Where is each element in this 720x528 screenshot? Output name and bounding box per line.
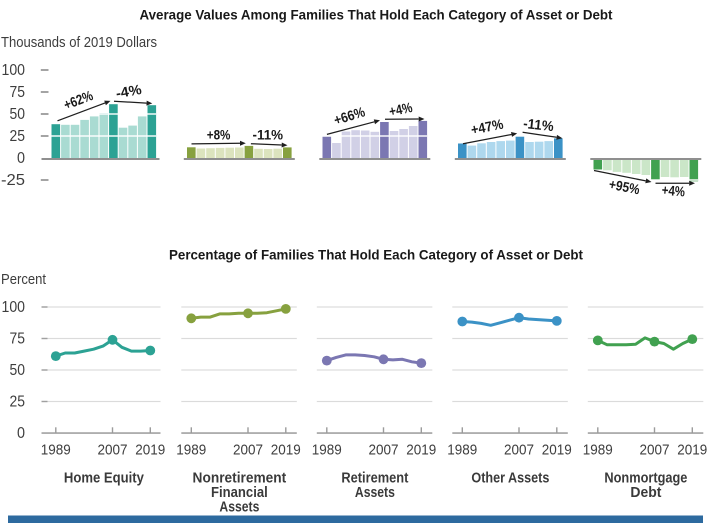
svg-text:2007: 2007 [233,442,263,459]
svg-text:1989: 1989 [41,442,71,459]
svg-text:2019: 2019 [542,442,572,459]
svg-text:Debt: Debt [630,485,661,501]
svg-text:1989: 1989 [447,442,477,459]
svg-text:1989: 1989 [176,442,206,459]
svg-text:+8%: +8% [207,127,231,143]
svg-text:75: 75 [10,331,26,348]
svg-text:-11%: -11% [523,115,556,134]
svg-text:-25: -25 [1,172,25,189]
svg-text:2019: 2019 [406,442,436,459]
svg-text:100: 100 [2,299,26,316]
svg-text:Other Assets: Other Assets [471,471,549,487]
svg-text:0: 0 [17,150,25,167]
svg-text:-11%: -11% [253,127,284,143]
svg-text:25: 25 [10,128,26,145]
svg-text:50: 50 [10,362,26,379]
svg-text:2019: 2019 [135,442,165,459]
svg-text:Thousands of 2019 Dollars: Thousands of 2019 Dollars [1,34,157,51]
svg-text:0: 0 [17,425,25,442]
svg-text:Percent: Percent [1,271,47,288]
svg-text:25: 25 [10,394,26,411]
svg-text:+4%: +4% [661,182,686,200]
svg-text:1989: 1989 [583,442,613,459]
svg-text:Home Equity: Home Equity [64,471,144,487]
svg-text:50: 50 [10,106,26,123]
svg-text:2019: 2019 [677,442,707,459]
svg-text:Assets: Assets [219,500,259,516]
svg-text:Percentage of Families That Ho: Percentage of Families That Hold Each Ca… [169,248,583,263]
svg-text:Average Values Among Families: Average Values Among Families That Hold … [140,8,613,23]
svg-text:2019: 2019 [271,442,301,459]
svg-text:1989: 1989 [312,442,342,459]
svg-text:100: 100 [2,62,26,79]
svg-text:2007: 2007 [369,442,399,459]
svg-text:2007: 2007 [98,442,128,459]
svg-text:2007: 2007 [504,442,534,459]
svg-text:Assets: Assets [355,485,395,501]
svg-text:2007: 2007 [640,442,670,459]
svg-text:75: 75 [10,84,26,101]
